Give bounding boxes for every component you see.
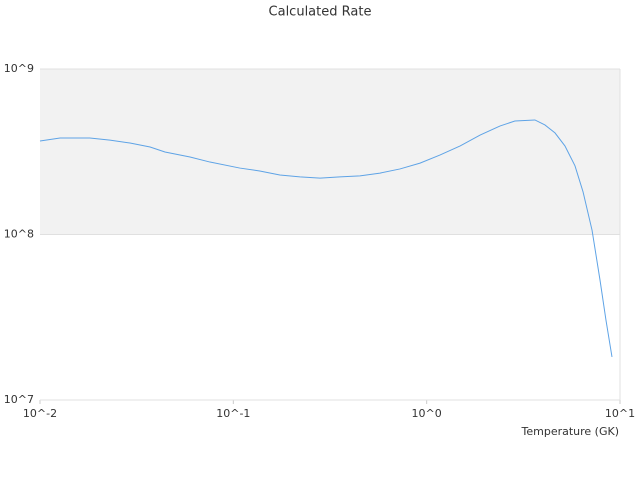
plot-band <box>40 69 620 235</box>
y-tick-label: 10^8 <box>4 228 34 241</box>
x-tick-label: 10^0 <box>412 407 442 420</box>
x-tick-label: 10^1 <box>605 407 635 420</box>
x-tick-label: 10^-1 <box>216 407 250 420</box>
y-tick-label: 10^7 <box>4 393 34 406</box>
y-tick-label: 10^9 <box>4 62 34 75</box>
chart-title: Calculated Rate <box>269 5 372 20</box>
x-tick-label: 10^-2 <box>23 407 57 420</box>
x-axis-label: Temperature (GK) <box>521 425 620 438</box>
data-line <box>39 119 613 358</box>
